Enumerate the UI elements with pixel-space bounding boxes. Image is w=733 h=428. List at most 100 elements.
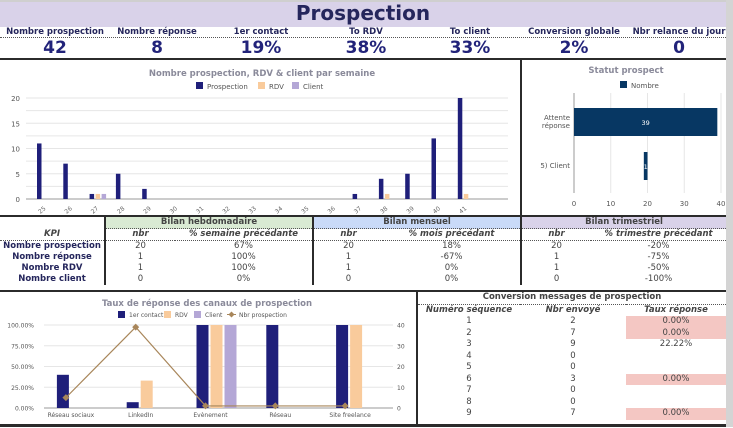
bar-1er-contact [266,325,279,408]
x-tick-label: 10 [606,200,615,208]
conversion-cell-sent: 0 [570,362,576,372]
bar-rdv [350,325,363,408]
bilan-cell: 20 [104,240,175,252]
divider [520,60,522,215]
bilan-cell: 0% [236,274,251,284]
line-marker [62,394,70,402]
bar-rdv [210,325,223,408]
bilan-cell: -20% [647,241,670,251]
kpi-value: 19% [240,38,282,58]
conversion-cell-sent: 7 [570,408,576,418]
conversion-panel: Conversion messages de prospection Numér… [418,292,726,424]
y-right-tick-label: 30 [397,343,405,350]
conversion-row: 3 9 22.22% [418,339,726,351]
bilan-group-header-row: Bilan hebdomadaire Bilan mensuel Bilan t… [0,217,727,229]
channel-chart-panel: Taux de réponse des canaux de prospectio… [0,292,416,424]
x-tick-label: 39 [405,205,415,215]
x-tick-label: 32 [221,205,231,215]
conversion-table: Conversion messages de prospection Numér… [418,292,726,420]
legend-label: Nombre [631,82,659,90]
x-tick-label: 25 [37,205,47,215]
conversion-cell-sent: 2 [570,316,576,326]
conversion-cell-sent: 9 [570,339,576,349]
status-bar [574,108,718,136]
bilan-cell: 100% [231,263,256,273]
col-header: % mois précédant [408,229,495,239]
bilan-row: Nombre prospection 20 67% 20 18% 20 -20% [0,240,726,252]
bar-1er-contact [56,374,69,408]
legend-label: Client [205,312,223,319]
status-bar [643,152,648,180]
conversion-cell-rate [626,385,726,397]
x-tick-label: 38 [379,205,389,215]
conversion-cell-seq: 2 [466,327,472,338]
x-tick-label: Evènement [193,412,228,419]
bilan-cell: 100% [231,252,256,262]
kpi-header: KPI [44,228,60,239]
bilan-column-header-row: KPI nbr % semaine précédante nbr % mois … [0,228,727,241]
x-tick-label: 28 [116,205,126,215]
divider [0,424,726,427]
y-tick-label: 20 [11,95,20,103]
conversion-title-row: Conversion messages de prospection [418,292,726,305]
bar-prospection [89,193,95,199]
y-left-tick-label: 0.00% [15,406,34,413]
bar-client [101,193,107,199]
col-header: Taux réponse [644,304,708,315]
row-label: Nombre client [18,274,86,284]
y-right-tick-label: 10 [397,385,405,392]
y-tick-label: 10 [11,146,20,154]
conversion-row: 6 3 0.00% [418,373,726,385]
x-tick-label: Réseau [269,412,291,419]
bilan-cell: 1 [104,252,175,263]
conversion-cell-seq: 7 [466,385,472,395]
kpi-value: 33% [449,38,491,58]
conversion-cell-sent: 0 [570,350,576,361]
x-tick-label: 40 [432,205,442,215]
bar-rdv [140,380,153,408]
conversion-cell-rate [626,362,726,374]
bilan-cell: -75% [647,252,670,262]
bar-prospection [142,188,147,199]
bilan-table: Bilan hebdomadaire Bilan mensuel Bilan t… [0,217,727,285]
divider [0,215,726,217]
bar-prospection [457,98,463,199]
legend-label: RDV [175,312,189,319]
x-tick-label: 35 [300,205,310,215]
row-label: Nombre réponse [12,252,92,262]
x-tick-label: 0 [572,200,576,208]
bilan-cell: 0% [444,274,459,284]
y-category-label: 5) Client [540,162,570,170]
scrollbar[interactable] [726,0,733,427]
conversion-cell-sent: 3 [570,373,576,384]
conversion-row: 1 2 0.00% [418,316,726,328]
divider [416,292,418,424]
y-category-label-line: réponse [542,122,570,130]
y-left-tick-label: 75.00% [11,343,34,350]
conversion-cell-seq: 6 [466,373,472,384]
bar-prospection [37,143,42,199]
bar-prospection [352,193,358,199]
legend-label: Nbr prospection [239,312,287,319]
legend-label: RDV [269,83,284,91]
conversion-cell-seq: 9 [466,408,472,418]
col-header: nbr [104,228,175,241]
bar-rdv [95,193,101,199]
kpi-label: To client [449,27,491,37]
kpi-divider [0,37,726,38]
chart-title: Taux de réponse des canaux de prospectio… [102,298,312,309]
bar-1er-contact [336,325,349,408]
x-tick-label: Réseau sociaux [48,412,95,419]
x-tick-label: 36 [326,205,336,215]
y-tick-label: 15 [11,120,20,128]
legend-label: Prospection [207,83,248,91]
conversion-row: 2 7 0.00% [418,327,726,339]
kpi-label: To RDV [349,27,383,37]
conversion-cell-seq: 3 [466,339,472,349]
chart-title: Statut prospect [588,66,663,76]
bilan-panel: Bilan hebdomadaire Bilan mensuel Bilan t… [0,217,727,290]
bilan-cell: 20 [520,240,592,252]
bilan-cell: -100% [644,274,673,284]
